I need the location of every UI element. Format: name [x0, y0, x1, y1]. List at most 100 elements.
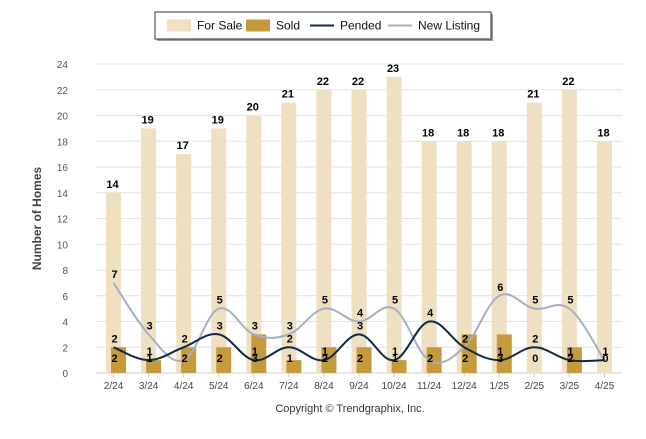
bar-for-sale — [596, 141, 612, 373]
bar-for-sale — [491, 141, 507, 373]
data-label-for-sale: 22 — [352, 76, 364, 88]
bar-for-sale — [281, 102, 297, 373]
y-tick-label: 6 — [62, 292, 68, 303]
legend-swatch-sold — [246, 19, 270, 32]
legend-label-for-sale: For Sale — [197, 19, 243, 33]
data-label-sold: 2 — [182, 353, 188, 365]
data-label-new-listing: 4 — [357, 308, 364, 320]
data-label-new-listing: 3 — [252, 320, 258, 332]
bar-sold — [251, 334, 267, 373]
data-label-sold: 3 — [497, 353, 503, 365]
x-tick-label: 8/24 — [314, 381, 334, 392]
bar-for-sale — [386, 76, 402, 373]
bar-for-sale — [141, 128, 157, 373]
data-label-for-sale: 19 — [141, 114, 153, 126]
data-label-new-listing: 5 — [217, 295, 223, 307]
data-label-sold: 2 — [111, 353, 117, 365]
data-label-pended: 1 — [322, 346, 328, 358]
data-label-for-sale: 19 — [212, 114, 224, 126]
x-tick-label: 2/24 — [104, 381, 124, 392]
data-label-sold: 2 — [567, 353, 573, 365]
legend-label-new-listing: New Listing — [418, 19, 480, 33]
data-label-sold: 2 — [217, 353, 223, 365]
bar-sold — [286, 360, 302, 373]
data-label-pended: 1 — [567, 346, 573, 358]
data-label-new-listing: 5 — [532, 295, 538, 307]
y-axis-title: Number of Homes — [30, 167, 44, 271]
x-tick-label: 4/24 — [174, 381, 194, 392]
data-label-new-listing: 5 — [567, 295, 573, 307]
bar-sold — [321, 347, 337, 373]
x-tick-label: 10/24 — [382, 381, 407, 392]
legend-swatch-for-sale — [167, 19, 191, 32]
x-tick-label: 1/25 — [490, 381, 510, 392]
y-tick-label: 8 — [62, 266, 68, 277]
bar-sold — [496, 334, 512, 373]
data-label-for-sale: 22 — [317, 76, 329, 88]
data-label-pended: 4 — [427, 308, 434, 320]
x-tick-label: 5/24 — [209, 381, 229, 392]
y-tick-label: 0 — [62, 369, 68, 380]
data-label-new-listing: 5 — [322, 295, 328, 307]
data-label-for-sale: 18 — [597, 127, 609, 139]
bar-for-sale — [456, 141, 472, 373]
data-label-sold: 0 — [602, 353, 608, 365]
data-label-sold: 2 — [357, 353, 363, 365]
bar-sold — [181, 347, 197, 373]
bar-for-sale — [351, 89, 367, 373]
data-label-for-sale: 21 — [527, 89, 539, 101]
x-tick-label: 3/24 — [139, 381, 159, 392]
data-label-sold: 2 — [462, 353, 468, 365]
data-label-sold: 3 — [252, 353, 258, 365]
data-label-pended: 1 — [602, 346, 608, 358]
x-tick-label: 6/24 — [244, 381, 264, 392]
copyright-footer: Copyright © Trendgraphix, Inc. — [275, 403, 424, 415]
data-label-sold: 1 — [392, 353, 398, 365]
bar-sold — [391, 360, 407, 373]
data-label-sold: 1 — [287, 353, 293, 365]
x-tick-label: 2/25 — [525, 381, 545, 392]
data-label-pended: 2 — [111, 333, 117, 345]
data-label-for-sale: 18 — [457, 127, 469, 139]
line-pended — [113, 320, 605, 363]
y-tick-label: 22 — [57, 86, 69, 97]
data-label-pended: 3 — [357, 320, 363, 332]
x-tick-label: 12/24 — [452, 381, 477, 392]
bar-sold — [216, 347, 232, 373]
data-label-pended: 2 — [182, 333, 188, 345]
data-label-for-sale: 17 — [177, 140, 189, 152]
data-label-for-sale: 23 — [387, 63, 399, 75]
y-tick-label: 20 — [57, 112, 69, 123]
y-tick-label: 10 — [57, 240, 69, 251]
bar-sold — [356, 347, 372, 373]
data-label-sold: 2 — [322, 353, 328, 365]
data-label-for-sale: 21 — [282, 89, 294, 101]
data-label-pended: 1 — [497, 346, 503, 358]
y-tick-label: 4 — [62, 318, 68, 329]
data-label-new-listing: 6 — [497, 282, 503, 294]
bar-for-sale — [526, 102, 542, 373]
legend-label-pended: Pended — [340, 19, 381, 33]
bar-sold — [111, 347, 127, 373]
data-label-pended: 1 — [392, 346, 398, 358]
data-label-for-sale: 18 — [422, 127, 434, 139]
bar-sold — [461, 334, 477, 373]
data-label-sold: 2 — [427, 353, 433, 365]
x-tick-label: 11/24 — [417, 381, 442, 392]
data-label-for-sale: 22 — [562, 76, 574, 88]
y-tick-label: 18 — [57, 137, 69, 148]
data-label-pended: 1 — [147, 346, 153, 358]
data-label-new-listing: 3 — [287, 320, 293, 332]
data-label-pended: 2 — [462, 333, 468, 345]
data-label-pended: 1 — [252, 346, 258, 358]
data-label-sold: 0 — [532, 353, 538, 365]
bar-sold — [426, 347, 442, 373]
x-tick-label: 7/24 — [279, 381, 299, 392]
y-tick-label: 12 — [57, 215, 69, 226]
data-label-pended: 2 — [532, 333, 538, 345]
bar-sold — [146, 360, 162, 373]
bar-for-sale — [176, 154, 192, 373]
data-label-pended: 3 — [217, 320, 223, 332]
